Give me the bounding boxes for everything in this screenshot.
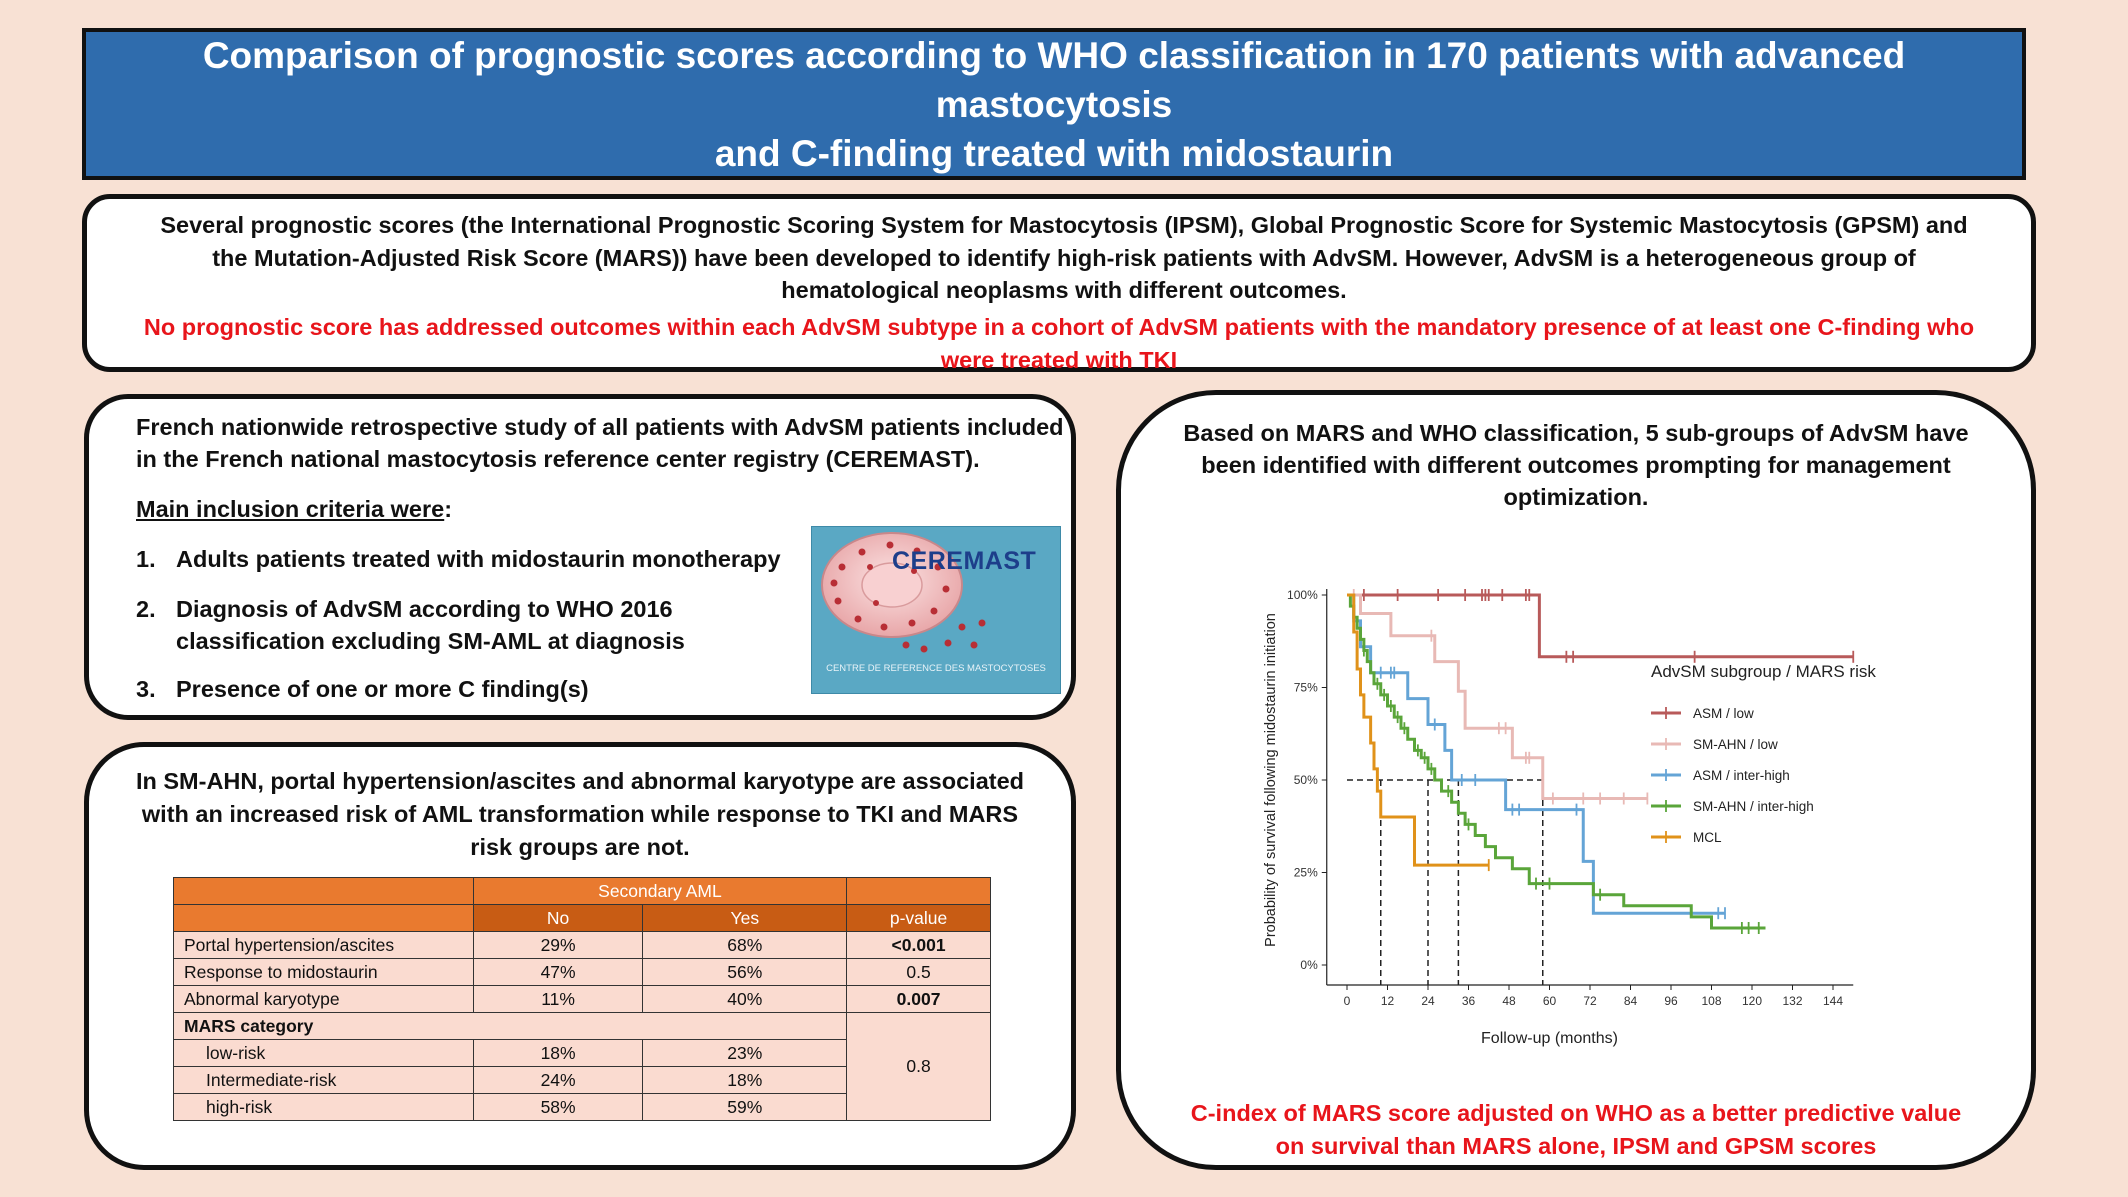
intro-text: Several prognostic scores (the Internati…: [160, 212, 1968, 303]
criteria-number: 2.: [136, 596, 156, 622]
row-label: Portal hypertension/ascites: [173, 931, 474, 959]
table-row: high-risk 58% 59%: [173, 1093, 991, 1121]
cell-no: 47%: [472, 958, 644, 986]
intro-panel: Several prognostic scores (the Internati…: [82, 194, 2036, 373]
km-curve-asm-low: [1347, 593, 1854, 659]
legend-label: MCL: [1693, 830, 1722, 845]
table-subheader-row: No Yes p-value: [173, 904, 991, 932]
km-panel: Based on MARS and WHO classification, 5 …: [1116, 390, 2036, 1170]
intro-highlight: No prognostic score has addressed outcom…: [143, 314, 1975, 373]
criteria-number: 1.: [136, 546, 156, 572]
cell-no: 11%: [472, 985, 644, 1013]
x-tick-label: 60: [1543, 994, 1557, 1008]
x-tick-label: 108: [1701, 994, 1721, 1008]
cell-yes: 40%: [642, 985, 848, 1013]
study-description: French nationwide retrospective study of…: [136, 414, 1064, 472]
legend-label: SM-AHN / low: [1693, 737, 1778, 752]
logo-subtitle: CENTRE DE REFERENCE DES MASTOCYTOSES: [826, 663, 1046, 674]
y-tick-label: 25%: [1294, 866, 1318, 880]
y-axis-label: Probability of survival following midost…: [1263, 613, 1279, 947]
km-curve-sm-ahn-low: [1347, 593, 1648, 800]
km-curve-asm-inter-high: [1347, 593, 1725, 915]
row-label: high-risk: [173, 1093, 474, 1121]
ceremast-logo: CEREMAST CENTRE DE REFERENCE DES MASTOCY…: [811, 526, 1061, 694]
cell-yes: 56%: [642, 958, 848, 986]
y-tick-label: 100%: [1287, 588, 1318, 602]
cell-p: 0.007: [846, 985, 991, 1013]
table-row: Portal hypertension/ascites 29% 68% <0.0…: [173, 931, 991, 959]
ceremast-logo-graphic: [821, 532, 986, 653]
cell-no: 58%: [472, 1093, 644, 1121]
legend-label: ASM / low: [1693, 706, 1754, 721]
x-axis-label: Follow-up (months): [1481, 1030, 1618, 1047]
x-tick-label: 96: [1664, 994, 1678, 1008]
y-tick-label: 75%: [1294, 681, 1318, 695]
table-row: Abnormal karyotype 11% 40% 0.007: [173, 985, 991, 1013]
km-curve-sm-ahn-inter-high: [1347, 593, 1766, 930]
x-tick-label: 144: [1823, 994, 1843, 1008]
cell-no: 18%: [472, 1039, 644, 1067]
cell-yes: 68%: [642, 931, 848, 959]
cell-yes: 18%: [642, 1066, 848, 1094]
km-footer: C-index of MARS score adjusted on WHO as…: [1190, 1100, 1962, 1159]
km-survival-chart: 0% 25% 50% 75% 100% 0 12 24 36 48 60 72 84 96 108 120 13…: [1263, 588, 1877, 1047]
poster-title: Comparison of prognostic scores accordin…: [82, 28, 2026, 180]
study-panel: French nationwide retrospective study of…: [84, 394, 1076, 720]
criteria-heading-text: Main inclusion criteria were: [136, 496, 445, 522]
table-header-blank: [846, 877, 991, 905]
table-header-blank: [173, 904, 474, 932]
cell-p: 0.5: [846, 958, 991, 986]
x-tick-label: 12: [1381, 994, 1395, 1008]
table-header-blank: [173, 877, 474, 905]
cell-no: 24%: [472, 1066, 644, 1094]
row-label: Intermediate-risk: [173, 1066, 474, 1094]
x-tick-label: 36: [1462, 994, 1476, 1008]
criteria-item-1: Adults patients treated with midostaurin…: [176, 546, 781, 572]
criteria-item-2: Diagnosis of AdvSM according to WHO 2016…: [176, 596, 685, 654]
km-curve-mcl: [1347, 593, 1489, 867]
cell-p: <0.001: [846, 931, 991, 959]
col-yes: Yes: [642, 904, 848, 932]
table-row: MARS category 0.8: [172, 1012, 991, 1121]
secondary-aml-table: Secondary AML No Yes p-value Portal hype…: [172, 877, 991, 1121]
mars-p-value: 0.8: [846, 1012, 991, 1121]
x-tick-label: 48: [1502, 994, 1516, 1008]
y-tick-label: 0%: [1300, 958, 1318, 972]
col-no: No: [472, 904, 644, 932]
col-p-value: p-value: [846, 904, 991, 932]
sm-ahn-panel: In SM-AHN, portal hypertension/ascites a…: [84, 742, 1076, 1170]
table-row: Response to midostaurin 47% 56% 0.5: [173, 958, 991, 986]
table-header-group: Secondary AML: [472, 877, 848, 905]
x-tick-label: 120: [1742, 994, 1762, 1008]
row-label: Response to midostaurin: [173, 958, 474, 986]
x-tick-label: 132: [1782, 994, 1802, 1008]
cell-no: 29%: [472, 931, 644, 959]
legend-label: ASM / inter-high: [1693, 768, 1790, 783]
cell-yes: 59%: [642, 1093, 848, 1121]
km-heading: Based on MARS and WHO classification, 5 …: [1183, 420, 1969, 510]
cell-yes: 23%: [642, 1039, 848, 1067]
legend-title: AdvSM subgroup / MARS risk: [1651, 662, 1876, 681]
table-header-row: Secondary AML: [173, 877, 991, 905]
row-label: Abnormal karyotype: [173, 985, 474, 1013]
criteria-heading: Main inclusion criteria were:: [136, 496, 453, 522]
y-tick-label: 50%: [1294, 773, 1318, 787]
criteria-item-3: Presence of one or more C finding(s): [176, 676, 589, 702]
x-tick-label: 72: [1583, 994, 1597, 1008]
table-row: Intermediate-risk 24% 18%: [173, 1066, 991, 1094]
title-line-2: and C-finding treated with midostaurin: [714, 132, 1394, 174]
title-line-1: Comparison of prognostic scores accordin…: [202, 34, 1906, 125]
legend-label: SM-AHN / inter-high: [1693, 799, 1814, 814]
criteria-number: 3.: [136, 676, 156, 702]
mars-category-label: MARS category: [172, 1012, 848, 1040]
x-tick-label: 24: [1421, 994, 1435, 1008]
row-label: low-risk: [173, 1039, 474, 1067]
logo-name: CEREMAST: [892, 547, 1037, 575]
x-tick-label: 84: [1624, 994, 1638, 1008]
sm-ahn-heading: In SM-AHN, portal hypertension/ascites a…: [135, 768, 1025, 860]
x-tick-label: 0: [1344, 994, 1351, 1008]
